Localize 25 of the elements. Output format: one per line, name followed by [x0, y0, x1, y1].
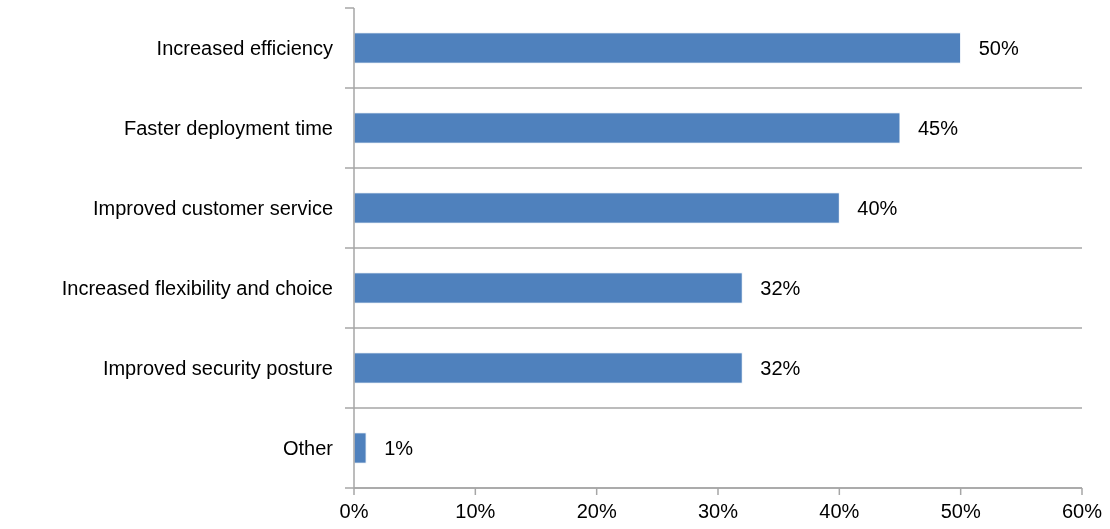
bar: [353, 272, 743, 304]
data-label: 45%: [918, 117, 959, 139]
y-tick-label: Improved security posture: [102, 357, 333, 379]
bar: [353, 32, 962, 64]
bar: [353, 352, 743, 384]
data-label: 40%: [857, 197, 898, 219]
x-tick-label: 30%: [697, 500, 739, 522]
y-tick-label: Increased flexibility and choice: [61, 277, 333, 299]
y-tick-label: Improved customer service: [92, 197, 333, 219]
y-tick-label: Increased efficiency: [156, 37, 333, 59]
data-label: 50%: [978, 37, 1019, 59]
data-label: 32%: [760, 277, 801, 299]
x-tick-label: 20%: [576, 500, 617, 522]
y-tick-label: Faster deployment time: [124, 117, 333, 139]
x-tick-label: 60%: [1061, 500, 1103, 522]
x-tick-label: 0%: [339, 500, 369, 522]
y-tick-label: Other: [282, 437, 334, 459]
x-tick-label: 40%: [819, 500, 860, 522]
data-label: 1%: [384, 437, 414, 459]
x-tick-label: 50%: [940, 500, 981, 522]
bar: [353, 112, 901, 144]
bar: [353, 432, 367, 464]
x-tick-label: 10%: [455, 500, 496, 522]
data-label: 32%: [760, 357, 801, 379]
bar: [353, 192, 840, 224]
